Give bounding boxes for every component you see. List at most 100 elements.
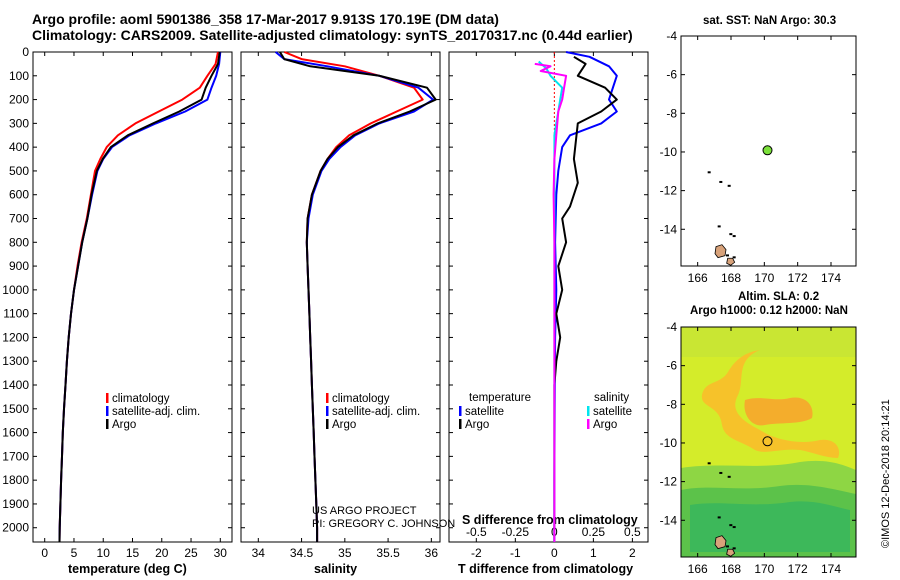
map-y-tick-label: -12 <box>660 475 678 489</box>
plot-frame-salinity <box>240 51 441 543</box>
x-tick-label: 20 <box>155 546 169 560</box>
diff-temp-legend-swatch <box>459 419 462 429</box>
map-y-tick-label: -10 <box>660 145 678 159</box>
temperature-legend-label: Argo <box>112 419 136 431</box>
island <box>726 254 729 257</box>
x-tick-label: 34 <box>252 546 266 560</box>
diff-legend-temperature-title: temperature <box>469 392 531 404</box>
x-tick-label: 0 <box>41 546 48 560</box>
plot-frame-differences <box>448 51 649 543</box>
island <box>717 225 721 228</box>
map-x-tick-label: 172 <box>788 562 808 576</box>
sla-map-title-line2: Argo h1000: 0.12 h2000: NaN <box>690 305 848 317</box>
chart-title-line2: Climatology: CARS2009. Satellite-adjuste… <box>32 27 633 43</box>
map-x-tick-label: 174 <box>821 271 841 285</box>
y-tick-label: 1500 <box>2 402 29 416</box>
series-line-satellite-adj-clim- <box>274 51 435 542</box>
y-tick-label: 900 <box>9 259 29 273</box>
s-tick-label: 0.25 <box>582 525 606 539</box>
y-tick-label: 1400 <box>2 378 29 392</box>
temperature-legend-swatch <box>106 406 109 416</box>
map-x-tick-label: 174 <box>821 562 841 576</box>
island <box>719 180 723 183</box>
s-tick-label: -0.25 <box>502 525 530 539</box>
x-tick-label: 2 <box>629 546 636 560</box>
x-tick-label: 25 <box>184 546 198 560</box>
series-line-argo <box>58 51 221 543</box>
argo-position-marker <box>762 145 773 156</box>
map-y-tick-label: -10 <box>660 436 678 450</box>
salinity-legend-swatch <box>326 393 329 403</box>
island <box>726 545 729 548</box>
island-malakula <box>726 257 736 266</box>
map-y-tick-label: -6 <box>666 359 677 373</box>
salinity-legend-label: climatology <box>332 393 390 405</box>
island <box>732 256 736 259</box>
series-line-satellite-adj-clim- <box>58 51 222 543</box>
y-tick-label: 1000 <box>2 283 29 297</box>
island <box>707 171 711 174</box>
x-tick-label: 35.5 <box>376 546 400 560</box>
y-tick-label: 300 <box>9 116 29 130</box>
diff-temp-legend-label: satellite <box>465 406 504 418</box>
map-y-tick-label: -8 <box>666 106 677 120</box>
salinity-legend-swatch <box>326 406 329 416</box>
y-tick-label: 400 <box>9 140 29 154</box>
y-tick-label: 1600 <box>2 426 29 440</box>
x-tick-label: 10 <box>97 546 111 560</box>
salinity-legend-label: Argo <box>332 419 356 431</box>
diff-temp-legend-swatch <box>459 406 462 416</box>
x-tick-label: 0 <box>551 546 558 560</box>
x-tick-label: 15 <box>126 546 140 560</box>
map-frame-map_sst <box>680 35 857 267</box>
map-y-tick-label: -12 <box>660 184 678 198</box>
temperature-legend-label: satellite-adj. clim. <box>112 406 200 418</box>
chart-title-line1: Argo profile: aoml 5901386_358 17-Mar-20… <box>32 11 499 27</box>
s-tick-label: 0.5 <box>624 525 641 539</box>
map-x-tick-label: 170 <box>754 271 774 285</box>
x-tick-label: -2 <box>471 546 482 560</box>
t-difference-axis-label: T difference from climatology <box>458 562 634 576</box>
y-tick-label: 600 <box>9 188 29 202</box>
y-tick-label: 100 <box>9 69 29 83</box>
island-espiritu-santo <box>714 535 727 550</box>
diff-sal-legend-swatch <box>587 419 590 429</box>
series-line-argo <box>279 51 437 542</box>
diff-sal-legend-label: Argo <box>593 419 617 431</box>
y-tick-label: 1200 <box>2 330 29 344</box>
project-credit: US ARGO PROJECT <box>312 505 417 517</box>
y-tick-label: 800 <box>9 235 29 249</box>
island-malakula <box>726 548 736 557</box>
map-x-tick-label: 172 <box>788 271 808 285</box>
sla-map-title-line1: Altim. SLA: 0.2 <box>738 291 820 303</box>
x-tick-label: 35 <box>338 546 352 560</box>
y-tick-label: 700 <box>9 212 29 226</box>
diff-sal-legend-label: satellite <box>593 406 632 418</box>
map-y-tick-label: -8 <box>666 397 677 411</box>
island <box>707 462 711 465</box>
island <box>732 526 736 529</box>
salinity-axis-label: salinity <box>314 562 358 576</box>
diff-sal-legend-swatch <box>587 406 590 416</box>
series-line-climatology <box>58 51 219 543</box>
temperature-legend-swatch <box>106 419 109 429</box>
temperature-legend-swatch <box>106 393 109 403</box>
map-frame-map_sla <box>680 326 857 558</box>
x-tick-label: -1 <box>510 546 521 560</box>
map-y-tick-label: -14 <box>660 513 678 527</box>
island <box>729 524 733 527</box>
map-y-tick-label: -4 <box>666 320 677 334</box>
y-tick-label: 1700 <box>2 449 29 463</box>
argo-position-marker <box>762 436 773 447</box>
island <box>732 547 736 550</box>
map-x-tick-label: 170 <box>754 562 774 576</box>
map-x-tick-label: 168 <box>721 271 741 285</box>
map-y-tick-label: -14 <box>660 222 678 236</box>
y-tick-label: 200 <box>9 93 29 107</box>
x-tick-label: 34.5 <box>290 546 314 560</box>
pi-credit: PI: GREGORY C. JOHNSON <box>312 518 456 530</box>
x-tick-label: 30 <box>214 546 228 560</box>
map-x-tick-label: 166 <box>688 271 708 285</box>
x-tick-label: 5 <box>71 546 78 560</box>
